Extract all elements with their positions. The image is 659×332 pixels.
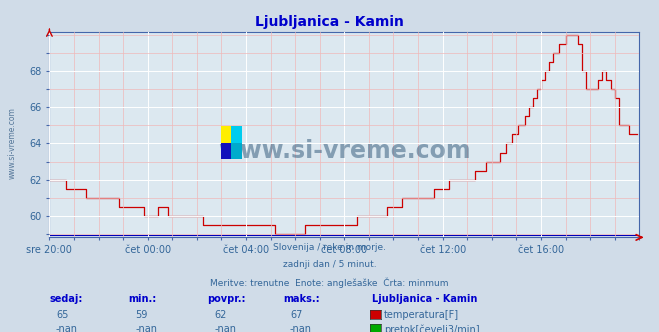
Text: sedaj:: sedaj:	[49, 294, 83, 304]
Text: Ljubljanica - Kamin: Ljubljanica - Kamin	[372, 294, 478, 304]
Text: pretok[čevelj3/min]: pretok[čevelj3/min]	[384, 324, 480, 332]
Text: www.si-vreme.com: www.si-vreme.com	[218, 139, 471, 163]
Bar	[231, 126, 242, 143]
Text: 65: 65	[56, 310, 69, 320]
Bar	[221, 126, 231, 143]
Text: maks.:: maks.:	[283, 294, 320, 304]
Text: 62: 62	[214, 310, 227, 320]
Text: Slovenija / reke in morje.: Slovenija / reke in morje.	[273, 243, 386, 252]
Text: -nan: -nan	[135, 324, 157, 332]
Bar	[221, 143, 231, 159]
Text: Ljubljanica - Kamin: Ljubljanica - Kamin	[255, 15, 404, 29]
Text: Meritve: trenutne  Enote: anglešaške  Črta: minmum: Meritve: trenutne Enote: anglešaške Črta…	[210, 278, 449, 288]
Text: temperatura[F]: temperatura[F]	[384, 310, 459, 320]
Text: povpr.:: povpr.:	[208, 294, 246, 304]
Text: www.si-vreme.com: www.si-vreme.com	[8, 107, 17, 179]
Text: 59: 59	[135, 310, 148, 320]
Text: -nan: -nan	[214, 324, 236, 332]
Text: 67: 67	[290, 310, 302, 320]
Text: min.:: min.:	[129, 294, 157, 304]
Text: zadnji dan / 5 minut.: zadnji dan / 5 minut.	[283, 260, 376, 269]
Text: -nan: -nan	[290, 324, 312, 332]
Text: -nan: -nan	[56, 324, 78, 332]
Bar	[231, 143, 242, 159]
